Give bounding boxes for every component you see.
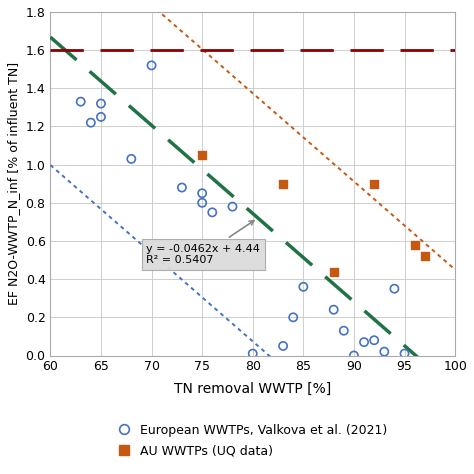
Point [401,350,408,357]
Point [391,285,398,292]
Point [350,352,358,359]
Point [198,190,206,197]
Point [340,327,347,335]
Point [279,180,287,188]
Point [370,337,378,344]
Point [290,313,297,321]
Point [300,283,307,291]
Point [330,306,337,313]
Point [128,155,135,163]
Point [209,209,216,216]
Point [381,348,388,356]
Point [249,350,256,357]
Point [229,203,237,210]
Point [330,268,337,275]
Point [178,184,186,191]
Text: y = -0.0462x + 4.44
R² = 0.5407: y = -0.0462x + 4.44 R² = 0.5407 [146,221,260,265]
Point [87,119,95,127]
Point [198,199,206,207]
Point [279,342,287,350]
Legend: European WWTPs, Valkova et al. (2021), AU WWTPs (UQ data): European WWTPs, Valkova et al. (2021), A… [118,424,388,457]
X-axis label: TN removal WWTP [%]: TN removal WWTP [%] [174,382,331,396]
Point [97,100,105,107]
Point [360,338,368,346]
Point [97,113,105,121]
Point [77,98,84,105]
Point [421,253,428,260]
Point [411,241,419,248]
Y-axis label: EF N2O-WWTP_N_inf [% of influent TN]: EF N2O-WWTP_N_inf [% of influent TN] [7,62,20,305]
Point [148,62,155,69]
Point [198,151,206,159]
Point [370,180,378,188]
